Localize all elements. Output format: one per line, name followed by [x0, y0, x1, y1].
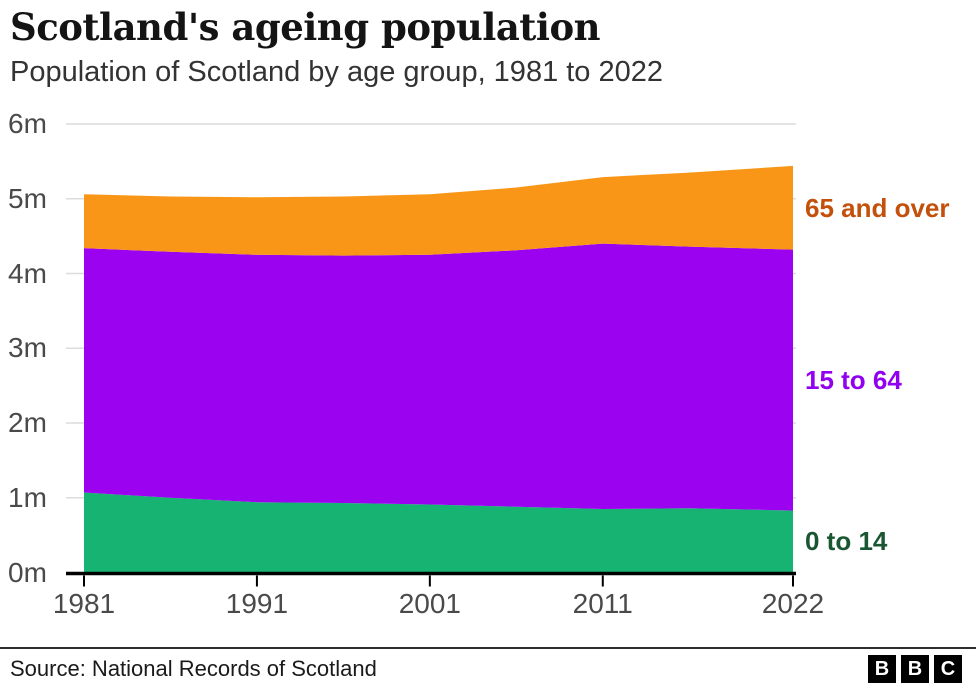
area-15-to-64: [84, 243, 793, 511]
bbc-logo-block: C: [934, 655, 962, 683]
chart-title: Scotland's ageing population: [10, 5, 601, 49]
footer-divider: [0, 647, 976, 649]
y-tick-label: 3m: [8, 332, 47, 364]
y-tick-label: 6m: [8, 108, 47, 139]
y-tick-label: 4m: [8, 257, 47, 289]
legend-label-15-to-64: 15 to 64: [805, 365, 902, 396]
x-tick-label: 1991: [225, 588, 289, 619]
y-tick-label: 0m: [8, 556, 47, 588]
x-tick-label: 2001: [398, 588, 461, 619]
area-0-to-14: [84, 492, 793, 573]
y-tick-label: 1m: [8, 481, 47, 513]
chart-canvas: [66, 123, 796, 587]
x-tick-label: 2022: [761, 588, 825, 619]
chart-subtitle: Population of Scotland by age group, 198…: [10, 56, 664, 88]
y-tick-label: 2m: [8, 407, 47, 438]
bbc-logo-block: B: [868, 655, 896, 683]
bbc-logo-block: B: [901, 655, 929, 683]
stacked-area-chart: 0m 1m 2m 3m 4m 5m 6m 1981 1991 2001 2011 2022 0 to…: [8, 108, 950, 619]
x-tick-label: 2011: [572, 588, 633, 619]
area-65-and-over: [84, 165, 793, 256]
x-tick-label: 1981: [52, 588, 116, 619]
legend-label-65-and-over: 65 and over: [805, 192, 950, 223]
source-text: Source: National Records of Scotland: [10, 656, 377, 681]
y-tick-label: 5m: [8, 182, 47, 214]
legend-label-0-to-14: 0 to 14: [805, 526, 888, 557]
